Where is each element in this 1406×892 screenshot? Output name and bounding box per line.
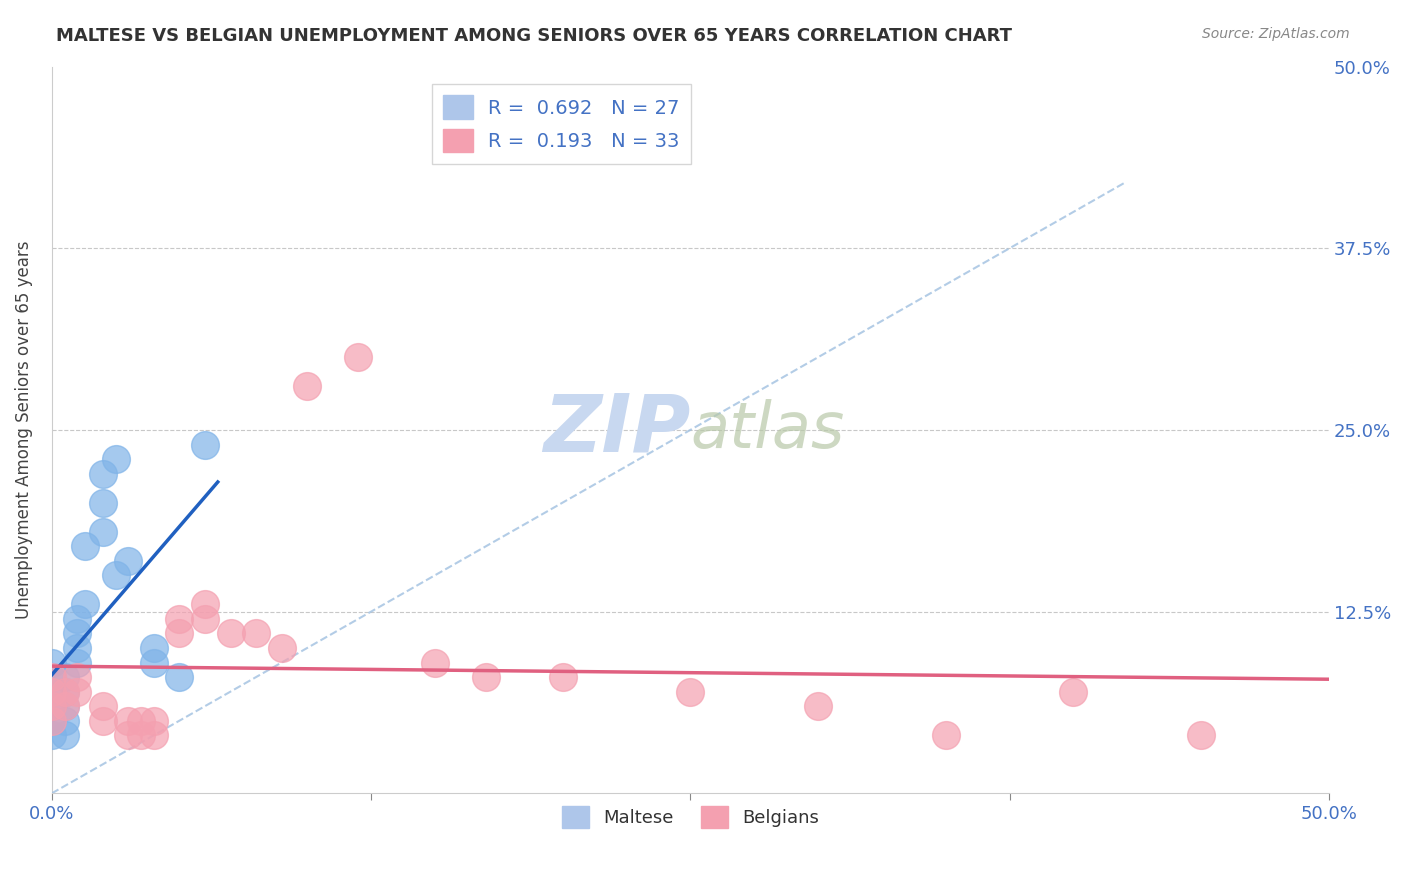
Point — [66, 626, 89, 640]
Point — [73, 539, 96, 553]
Text: atlas: atlas — [690, 399, 845, 461]
Point — [104, 568, 127, 582]
Point — [142, 656, 165, 670]
Point — [66, 684, 89, 698]
Point — [142, 714, 165, 728]
Point — [129, 714, 152, 728]
Point — [41, 699, 63, 714]
Point — [169, 612, 191, 626]
Point — [41, 714, 63, 728]
Text: Source: ZipAtlas.com: Source: ZipAtlas.com — [1202, 27, 1350, 41]
Point — [66, 670, 89, 684]
Point — [169, 670, 191, 684]
Point — [423, 656, 446, 670]
Point — [807, 699, 830, 714]
Point — [142, 728, 165, 742]
Point — [53, 714, 76, 728]
Point — [53, 728, 76, 742]
Point — [41, 670, 63, 684]
Point — [66, 640, 89, 655]
Point — [53, 699, 76, 714]
Point — [117, 728, 139, 742]
Point — [475, 670, 498, 684]
Point — [295, 379, 318, 393]
Point — [1189, 728, 1212, 742]
Point — [91, 699, 114, 714]
Point — [53, 684, 76, 698]
Point — [53, 670, 76, 684]
Legend: Maltese, Belgians: Maltese, Belgians — [554, 798, 827, 835]
Y-axis label: Unemployment Among Seniors over 65 years: Unemployment Among Seniors over 65 years — [15, 241, 32, 619]
Point — [270, 640, 292, 655]
Point — [245, 626, 267, 640]
Point — [73, 598, 96, 612]
Point — [935, 728, 957, 742]
Point — [41, 728, 63, 742]
Point — [219, 626, 242, 640]
Text: ZIP: ZIP — [543, 391, 690, 469]
Point — [142, 640, 165, 655]
Point — [41, 714, 63, 728]
Point — [194, 612, 217, 626]
Point — [104, 452, 127, 467]
Point — [117, 714, 139, 728]
Point — [169, 626, 191, 640]
Point — [117, 554, 139, 568]
Point — [41, 684, 63, 698]
Point — [91, 496, 114, 510]
Point — [91, 467, 114, 481]
Point — [53, 684, 76, 698]
Point — [679, 684, 702, 698]
Point — [53, 699, 76, 714]
Point — [66, 612, 89, 626]
Point — [41, 684, 63, 698]
Point — [551, 670, 574, 684]
Point — [194, 437, 217, 451]
Point — [91, 714, 114, 728]
Point — [91, 524, 114, 539]
Point — [41, 699, 63, 714]
Point — [129, 728, 152, 742]
Point — [66, 656, 89, 670]
Point — [41, 656, 63, 670]
Point — [41, 670, 63, 684]
Point — [347, 351, 370, 365]
Text: MALTESE VS BELGIAN UNEMPLOYMENT AMONG SENIORS OVER 65 YEARS CORRELATION CHART: MALTESE VS BELGIAN UNEMPLOYMENT AMONG SE… — [56, 27, 1012, 45]
Point — [194, 598, 217, 612]
Point — [1062, 684, 1084, 698]
